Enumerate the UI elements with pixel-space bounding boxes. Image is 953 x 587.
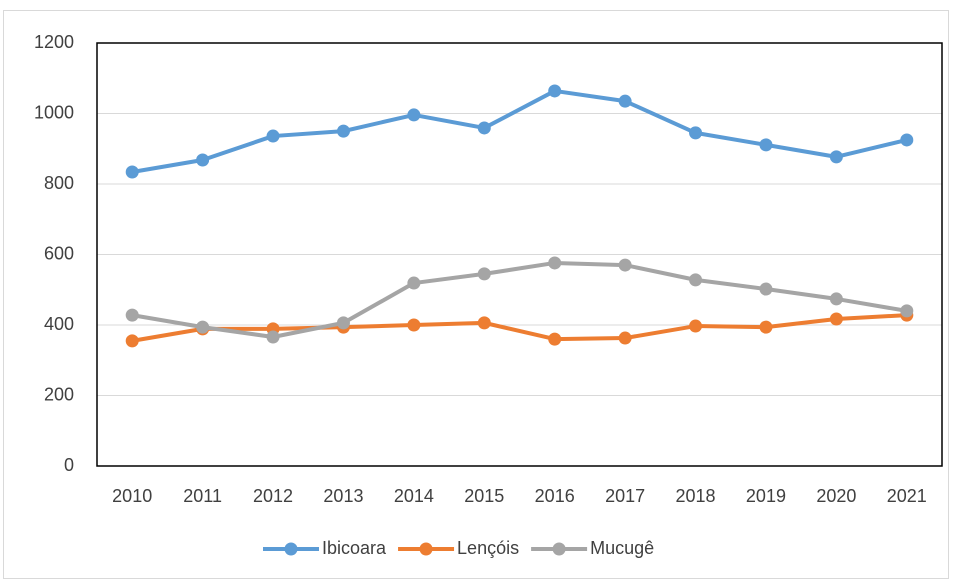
x-tick-label: 2018 bbox=[676, 486, 716, 506]
data-point bbox=[689, 319, 703, 333]
y-tick-label: 200 bbox=[44, 384, 74, 404]
data-point bbox=[407, 318, 421, 332]
x-tick-label: 2010 bbox=[112, 486, 152, 506]
legend-label: Mucugê bbox=[590, 538, 654, 558]
data-point bbox=[125, 334, 139, 348]
data-point bbox=[196, 320, 210, 334]
y-tick-label: 800 bbox=[44, 173, 74, 193]
data-point bbox=[829, 312, 843, 326]
data-point bbox=[689, 126, 703, 140]
x-tick-label: 2019 bbox=[746, 486, 786, 506]
legend-marker bbox=[552, 542, 566, 556]
data-point bbox=[336, 124, 350, 138]
plot-border bbox=[96, 42, 943, 467]
data-point bbox=[548, 84, 562, 98]
data-point bbox=[759, 138, 773, 152]
data-point bbox=[266, 129, 280, 143]
data-point bbox=[829, 292, 843, 306]
data-point bbox=[125, 308, 139, 322]
x-tick-label: 2021 bbox=[887, 486, 927, 506]
series-line bbox=[131, 88, 908, 174]
legend-marker bbox=[419, 542, 433, 556]
data-point bbox=[336, 316, 350, 330]
data-point bbox=[829, 150, 843, 164]
data-point bbox=[548, 256, 562, 270]
y-tick-label: 600 bbox=[44, 243, 74, 263]
x-tick-label: 2015 bbox=[464, 486, 504, 506]
data-point bbox=[618, 94, 632, 108]
y-tick-label: 0 bbox=[64, 455, 74, 475]
x-tick-label: 2013 bbox=[323, 486, 363, 506]
legend-marker bbox=[284, 542, 298, 556]
data-point bbox=[618, 258, 632, 272]
data-point bbox=[548, 332, 562, 346]
data-point bbox=[689, 273, 703, 287]
data-point bbox=[477, 267, 491, 281]
x-tick-label: 2014 bbox=[394, 486, 434, 506]
x-tick-label: 2011 bbox=[183, 486, 222, 506]
data-point bbox=[477, 121, 491, 135]
x-tick-label: 2012 bbox=[253, 486, 293, 506]
legend-label: Ibicoara bbox=[322, 538, 387, 558]
y-tick-label: 1200 bbox=[34, 32, 74, 52]
data-point bbox=[125, 165, 139, 179]
data-point bbox=[900, 133, 914, 147]
x-tick-label: 2016 bbox=[535, 486, 575, 506]
data-point bbox=[900, 304, 914, 318]
x-tick-label: 2020 bbox=[816, 486, 856, 506]
series-line bbox=[131, 313, 907, 343]
data-point bbox=[759, 320, 773, 334]
data-point bbox=[759, 282, 773, 296]
data-point bbox=[407, 108, 421, 122]
x-tick-label: 2017 bbox=[605, 486, 645, 506]
data-point bbox=[618, 331, 632, 345]
data-point bbox=[477, 316, 491, 330]
legend-label: Lençóis bbox=[457, 538, 519, 558]
data-point bbox=[196, 153, 210, 167]
y-tick-label: 400 bbox=[44, 314, 74, 334]
y-tick-label: 1000 bbox=[34, 102, 74, 122]
data-point bbox=[266, 330, 280, 344]
series-line bbox=[131, 260, 908, 339]
data-point bbox=[407, 276, 421, 290]
